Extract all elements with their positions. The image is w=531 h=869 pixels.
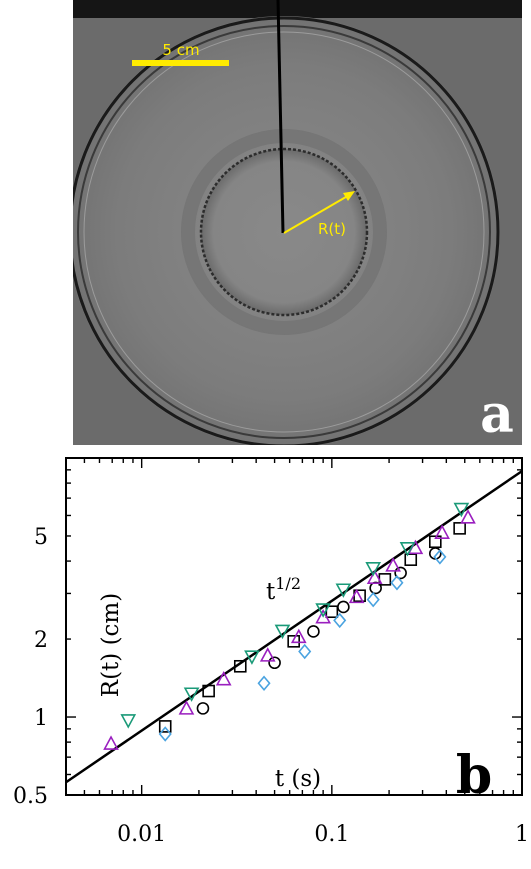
data-point-square [158,720,172,733]
data-point-triangle-up [348,588,365,604]
dish-rim-inner [77,25,491,439]
plot-frame [65,457,523,796]
photo-panel: 5 cm R(t) a [68,0,522,448]
data-point-circle [196,702,210,715]
data-point-triangle-up [434,524,450,539]
data-point-triangle-up [385,557,401,572]
spreading-front [199,147,369,317]
plot-panel: 0.01 0.1 1 0.5 1 2 5 t1/2 t (s) R(t) (cm) b [0,450,531,865]
data-point-triangle-up [259,647,276,662]
fit-label: t1/2 [266,574,301,605]
x-tick-label: 0.1 [314,822,349,847]
data-point-triangle-up [315,608,331,624]
panel-b-label: b [456,745,492,806]
dish-top-edge [73,0,522,18]
data-point-triangle-down [244,650,260,665]
panel-a-label: a [480,384,514,445]
fit-label-exponent: 1/2 [275,574,301,593]
radius-arrowhead [343,191,355,201]
data-point-diamond [158,726,172,742]
data-point-triangle-down [120,714,137,729]
data-point-triangle-down [453,502,470,518]
scale-bar-label: 5 cm [162,41,199,59]
loglog-chart: 0.01 0.1 1 0.5 1 2 5 t1/2 t (s) R(t) (cm) b [13,457,529,847]
data-point-circle [394,566,407,580]
data-point-triangle-down [365,562,382,577]
radius-label: R(t) [318,220,346,238]
y-tick-label: 1 [34,706,48,731]
data-point-triangle-up [366,569,383,585]
petri-dish-photo: 5 cm R(t) a [68,0,522,448]
data-point-diamond [366,591,380,608]
y-axis-label: R(t) (cm) [98,593,124,697]
data-point-triangle-up [290,628,307,644]
data-point-square [202,684,215,698]
data-point-circle [337,600,350,614]
data-point-triangle-up [178,700,195,715]
y-tick-label: 5 [34,525,48,550]
data-point-square [404,553,418,566]
data-point-square [453,522,466,535]
x-axis-label: t (s) [275,766,321,792]
data-point-circle [369,581,382,595]
dish-rim-highlight [83,31,485,433]
data-point-circle [268,656,281,670]
y-tick-label: 0.5 [13,784,48,809]
data-point-triangle-down [315,603,331,618]
data-point-circle [307,625,320,638]
data-point-diamond [333,612,347,629]
x-tick-label: 1 [515,822,529,847]
radius-arrow [283,193,352,234]
data-point-triangle-up [215,670,232,686]
fit-label-base: t [266,579,276,605]
data-point-diamond [390,574,404,591]
data-point-diamond [257,675,271,692]
data-point-triangle-up [103,735,119,750]
data-point-triangle-up [460,509,476,524]
data-point-triangle-down [335,583,352,598]
front-halo [181,129,387,335]
data-point-triangle-down [399,542,416,557]
data-point-triangle-down [274,624,291,640]
data-point-square [287,635,300,648]
y-tick-label: 2 [34,628,48,653]
fit-line [65,470,523,784]
data-point-triangle-down [183,687,200,702]
data-point-diamond [298,643,312,660]
needle [276,0,285,234]
x-tick-label: 0.01 [117,822,166,847]
data-point-diamond [433,549,447,565]
data-point-square [233,659,247,673]
